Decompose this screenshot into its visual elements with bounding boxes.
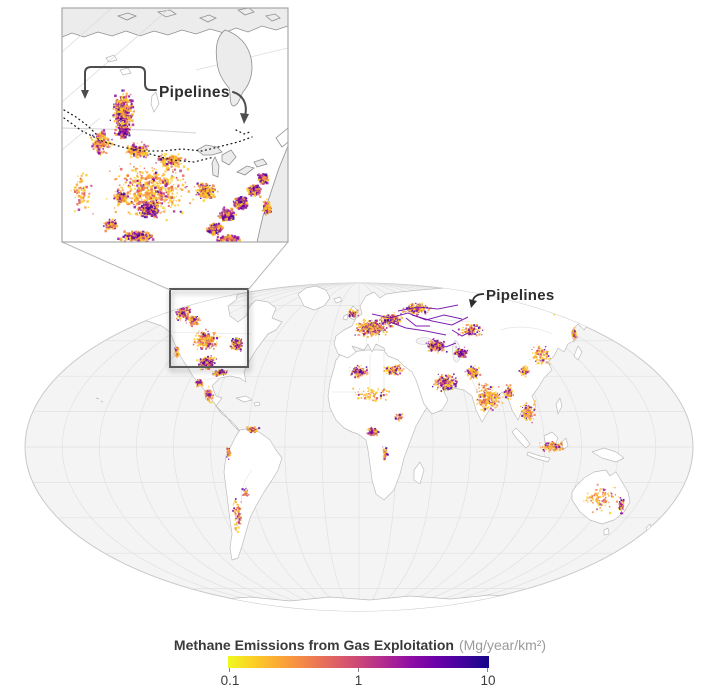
inset-atlantic [257, 146, 288, 242]
pipelines-arrow-line [472, 293, 485, 301]
legend: Methane Emissions from Gas Exploitation(… [174, 637, 546, 688]
pipelines-arrowhead-left-icon [81, 90, 89, 99]
inset-geography [62, 8, 288, 242]
inset-leader-line-left [61, 241, 171, 291]
land-iceland [333, 296, 343, 304]
inset-graticule [62, 8, 288, 151]
hawaii [95, 397, 104, 403]
legend-tick-label-max: 10 [480, 673, 495, 688]
pipelines-label-inset: Pipelines [159, 84, 230, 101]
pipelines-annotation-inset: Pipelines [81, 66, 249, 124]
inset-border [61, 7, 289, 243]
land-caribbean [235, 395, 261, 407]
inset-background [62, 8, 288, 242]
land-new-guinea [591, 447, 625, 463]
legend-title: Methane Emissions from Gas Exploitation(… [174, 637, 546, 653]
pipelines-bracket-line [84, 66, 157, 94]
pipelines-arrow-curve [232, 91, 247, 117]
pipelines-label-main: Pipelines [486, 287, 555, 304]
pipelines-arrowhead-right-icon [240, 113, 249, 124]
inset-st-lawrence [275, 127, 288, 148]
world-map: Pipelines [24, 282, 694, 612]
land-greenland [297, 285, 331, 311]
pipelines-annotation-main: Pipelines [469, 287, 555, 308]
inset-east-coast [256, 145, 288, 242]
inset-arctic-coast [62, 25, 288, 38]
inset-arctic-islands [116, 8, 281, 23]
land-madagascar [413, 461, 425, 485]
inset-leader-line-right [247, 241, 289, 291]
legend-colorbar [228, 656, 489, 668]
inset-small-lakes [105, 54, 160, 113]
legend-tick-label-min: 0.1 [221, 673, 240, 688]
pipelines-layer-world [371, 304, 471, 348]
inset-map-north-america: Pipelines [61, 7, 289, 243]
pipelines-arrowhead-icon [469, 299, 477, 308]
pipelines-layer-inset [63, 109, 253, 163]
inset-great-lakes [196, 144, 268, 178]
emissions-layer-world [173, 300, 652, 539]
inset-extent-box [169, 288, 249, 368]
inset-us-canada-border [62, 127, 197, 134]
inset-hudson-bay [215, 29, 253, 107]
legend-tick-label-mid: 1 [355, 673, 363, 688]
